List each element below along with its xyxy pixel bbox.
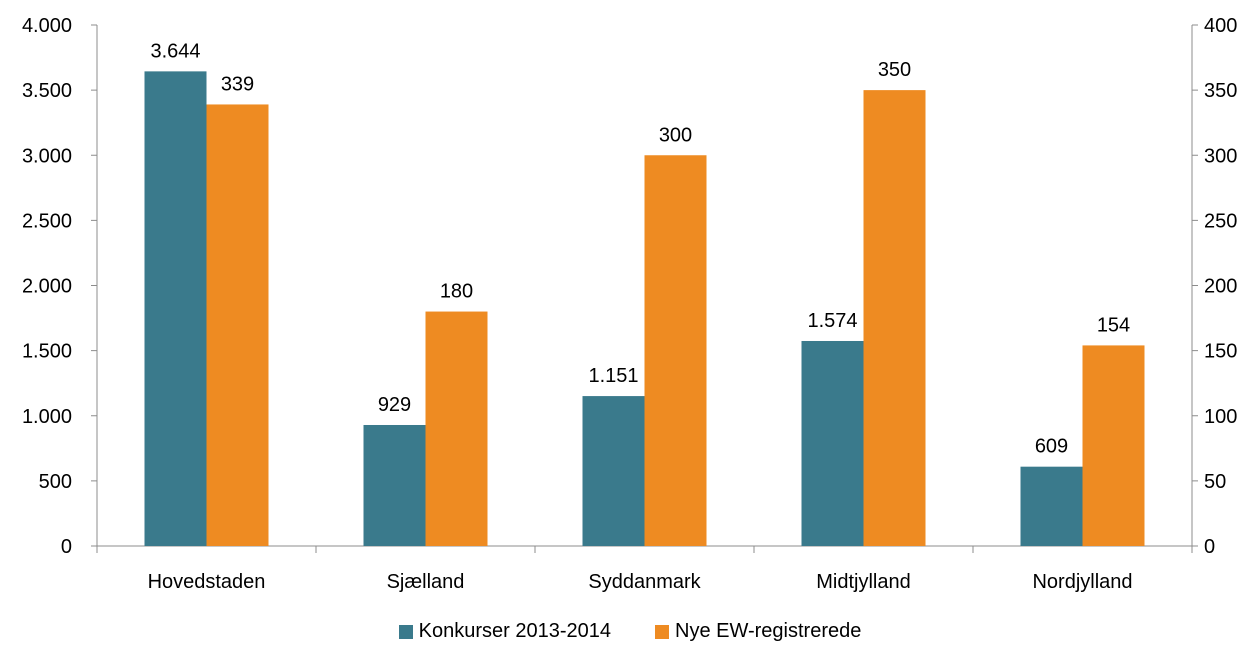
axes: 0 500 1.000 1.500 2.000 2.500 3.000 3.500 4.000 0… — [22, 15, 1237, 593]
legend-item-ew: Nye EW-registrerede — [655, 620, 861, 643]
y-left-tick-label: 4.000 — [22, 15, 72, 37]
y-left-tick-label: 2.500 — [22, 210, 72, 232]
bar-ew-registrerede — [206, 104, 269, 546]
legend-item-konkurser: Konkurser 2013-2014 — [398, 620, 611, 643]
data-label-konkurser: 609 — [1035, 436, 1068, 458]
bar-konkurser — [582, 396, 645, 546]
data-label-ew-registrerede: 154 — [1097, 314, 1130, 336]
data-label-ew-registrerede: 300 — [659, 124, 692, 146]
legend-label-konkurser: Konkurser 2013-2014 — [418, 620, 611, 642]
data-label-ew-registrerede: 339 — [221, 73, 254, 95]
data-label-konkurser: 929 — [378, 394, 411, 416]
x-tick-label: Hovedstaden — [148, 571, 266, 593]
y-right-tick-label: 150 — [1204, 341, 1237, 363]
x-tick-label: Syddanmark — [588, 571, 701, 593]
y-left-tick-label: 0 — [61, 536, 72, 558]
legend-label-ew: Nye EW-registrerede — [675, 620, 862, 642]
legend-swatch-ew — [655, 624, 669, 639]
x-tick-label: Sjælland — [387, 571, 465, 593]
legend: Konkurser 2013-2014 Nye EW-registrerede — [0, 620, 1260, 643]
bar-ew-registrerede — [1082, 345, 1145, 546]
y-right-tick-label: 400 — [1204, 15, 1237, 37]
data-label-konkurser: 1.151 — [588, 365, 638, 387]
y-left-tick-label: 3.500 — [22, 80, 72, 102]
y-left-tick-label: 3.000 — [22, 145, 72, 167]
bar-konkurser — [144, 71, 207, 546]
legend-swatch-konkurser — [398, 624, 413, 639]
y-right-tick-label: 200 — [1204, 276, 1237, 298]
y-left-tick-label: 1.000 — [22, 406, 72, 428]
bar-konkurser — [801, 340, 864, 546]
bar-ew-registrerede — [863, 90, 926, 546]
y-right-tick-label: 250 — [1204, 210, 1237, 232]
x-tick-label: Midtjylland — [816, 571, 910, 593]
data-label-ew-registrerede: 180 — [440, 281, 473, 303]
y-right-tick-label: 350 — [1204, 80, 1237, 102]
data-labels: 3.644 339 929 180 1.151 300 1.574 350 609 154 — [150, 40, 1130, 457]
y-left-tick-label: 2.000 — [22, 276, 72, 298]
y-right-tick-label: 300 — [1204, 145, 1237, 167]
y-left-tick-label: 500 — [39, 471, 72, 493]
y-right-tick-label: 100 — [1204, 406, 1237, 428]
y-right-tick-label: 50 — [1204, 471, 1226, 493]
bar-chart: 0 500 1.000 1.500 2.000 2.500 3.000 3.500 4.000 0… — [22, 15, 1237, 593]
bar-konkurser — [1020, 466, 1083, 546]
bar-ew-registrerede — [425, 311, 488, 546]
y-right-tick-label: 0 — [1204, 536, 1215, 558]
data-label-ew-registrerede: 350 — [878, 59, 911, 81]
bar-konkurser — [363, 424, 426, 546]
bars — [144, 71, 1145, 546]
bar-ew-registrerede — [644, 155, 707, 546]
data-label-konkurser: 1.574 — [807, 310, 857, 332]
x-tick-label: Nordjylland — [1032, 571, 1132, 593]
data-label-konkurser: 3.644 — [150, 40, 200, 62]
y-left-tick-label: 1.500 — [22, 341, 72, 363]
